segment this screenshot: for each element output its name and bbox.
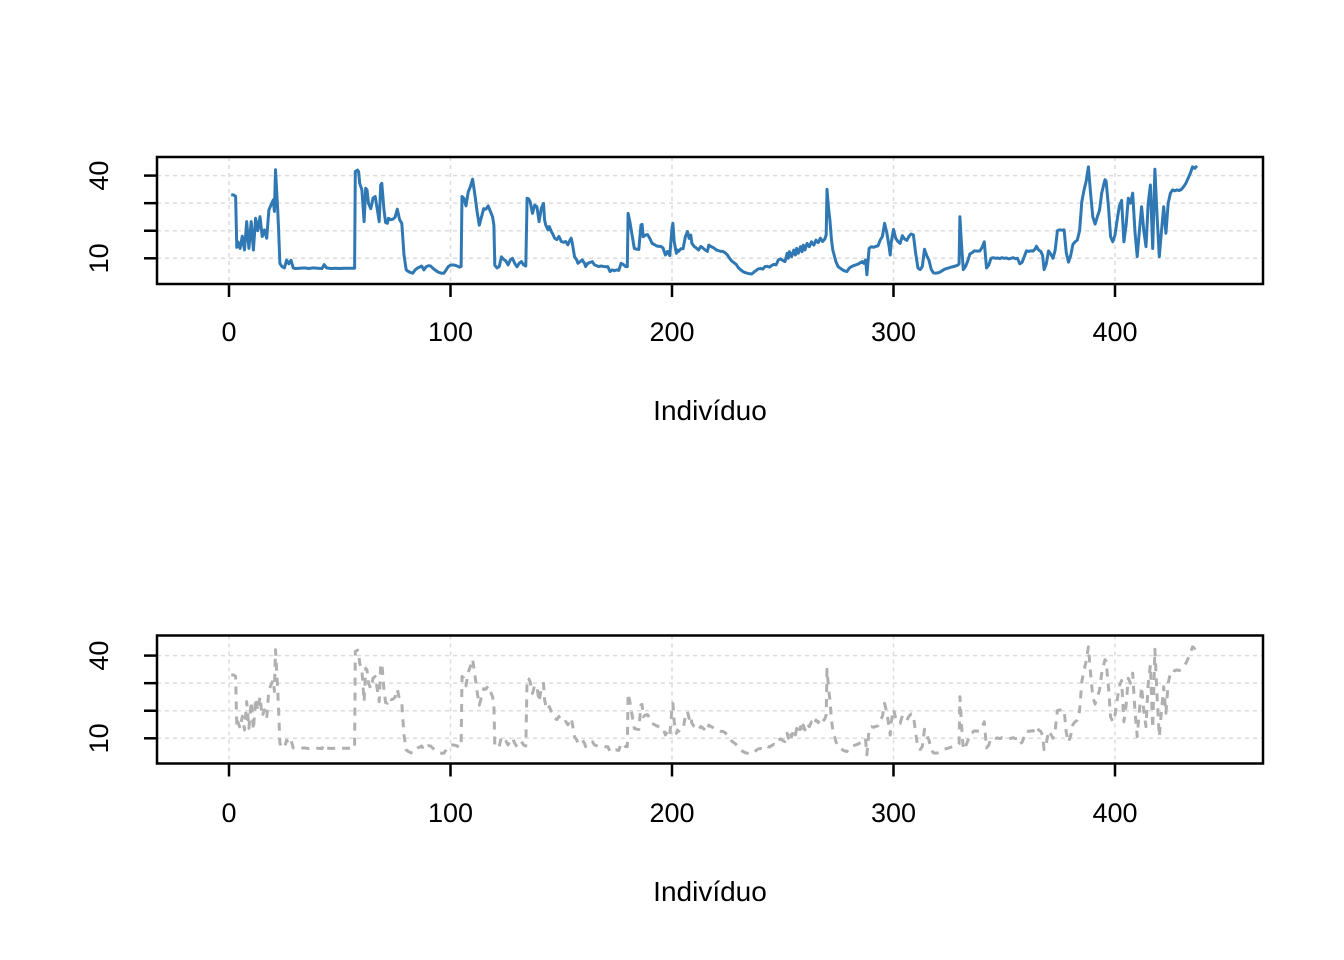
top-chart: 0 100 200 300 400 10 40 Indivíduo	[84, 155, 1265, 426]
x-tick-label: 100	[428, 317, 473, 347]
data-line-solid	[231, 164, 1199, 277]
x-axis-title: Indivíduo	[653, 395, 767, 426]
x-tick-label: 200	[649, 798, 694, 828]
x-tick-label: 0	[221, 317, 236, 347]
y-tick-label: 40	[84, 161, 114, 191]
data-line-dashed	[231, 644, 1199, 757]
x-tick-label: 400	[1092, 798, 1137, 828]
y-tick-label: 10	[84, 723, 114, 753]
x-tick-label: 400	[1092, 317, 1137, 347]
y-tick-label: 10	[84, 243, 114, 273]
bottom-chart: 0 100 200 300 400 10 40 Indivíduo	[84, 634, 1265, 907]
x-tick-label: 0	[221, 798, 236, 828]
x-tick-label: 300	[871, 317, 916, 347]
x-tick-label: 200	[649, 317, 694, 347]
x-tick-label: 300	[871, 798, 916, 828]
y-tick-label: 40	[84, 641, 114, 671]
plot-frame	[155, 634, 1265, 765]
plot-frame	[155, 155, 1265, 286]
x-tick-label: 100	[428, 798, 473, 828]
x-axis-title: Indivíduo	[653, 876, 767, 907]
